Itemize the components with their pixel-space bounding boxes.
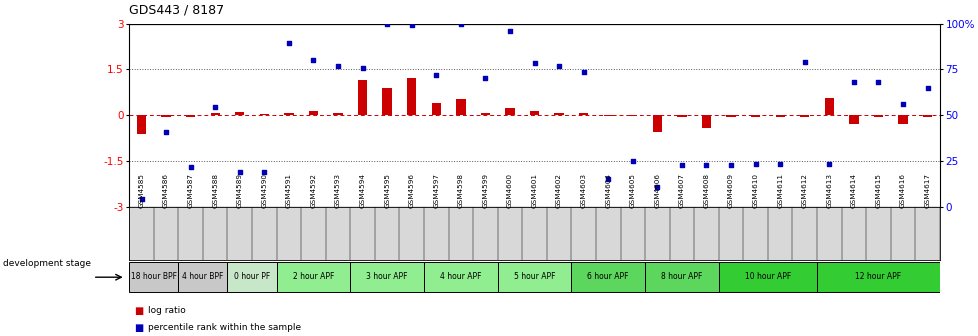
Point bbox=[796, 59, 812, 65]
Bar bbox=[718, 262, 817, 292]
Bar bbox=[480, 113, 490, 115]
Bar bbox=[210, 113, 220, 115]
Text: 6 hour APF: 6 hour APF bbox=[587, 272, 628, 281]
Point bbox=[918, 85, 934, 90]
Bar bbox=[603, 115, 612, 116]
Text: log ratio: log ratio bbox=[148, 306, 186, 315]
Text: 4 hour BPF: 4 hour BPF bbox=[182, 272, 223, 281]
Text: percentile rank within the sample: percentile rank within the sample bbox=[148, 323, 300, 332]
Text: 18 hour BPF: 18 hour BPF bbox=[131, 272, 177, 281]
Bar bbox=[823, 98, 833, 115]
Bar bbox=[554, 113, 563, 115]
Bar bbox=[308, 112, 318, 115]
Point bbox=[648, 184, 664, 190]
Bar bbox=[358, 80, 367, 115]
Point bbox=[354, 65, 370, 71]
Bar bbox=[652, 115, 661, 132]
Bar bbox=[529, 112, 539, 115]
Text: ■: ■ bbox=[134, 306, 143, 316]
Point bbox=[821, 161, 836, 167]
Point bbox=[134, 196, 150, 202]
Bar bbox=[505, 109, 514, 115]
Bar bbox=[578, 113, 588, 115]
Bar bbox=[817, 262, 939, 292]
Point bbox=[305, 57, 321, 63]
Bar bbox=[677, 115, 686, 117]
Bar bbox=[726, 115, 734, 117]
Bar bbox=[277, 262, 350, 292]
Bar bbox=[497, 262, 571, 292]
Bar bbox=[284, 113, 293, 115]
Bar bbox=[407, 78, 416, 115]
Bar bbox=[922, 115, 931, 117]
Point bbox=[477, 76, 493, 81]
Text: 10 hour APF: 10 hour APF bbox=[744, 272, 790, 281]
Text: GDS443 / 8187: GDS443 / 8187 bbox=[129, 4, 224, 17]
Point bbox=[698, 163, 714, 168]
Point bbox=[183, 164, 199, 170]
Point bbox=[330, 64, 345, 69]
Text: development stage: development stage bbox=[3, 259, 91, 268]
Bar bbox=[161, 115, 170, 117]
Bar bbox=[775, 115, 784, 117]
Text: 4 hour APF: 4 hour APF bbox=[440, 272, 481, 281]
Point bbox=[747, 161, 763, 167]
Bar bbox=[645, 262, 718, 292]
Point bbox=[575, 70, 591, 75]
Point bbox=[207, 105, 223, 110]
Point bbox=[894, 102, 910, 107]
Point bbox=[428, 73, 444, 78]
Bar bbox=[350, 262, 423, 292]
Point bbox=[502, 29, 517, 34]
Bar bbox=[750, 115, 760, 117]
Text: 0 hour PF: 0 hour PF bbox=[234, 272, 270, 281]
Text: 3 hour APF: 3 hour APF bbox=[366, 272, 408, 281]
Bar bbox=[799, 115, 809, 117]
Point bbox=[256, 169, 272, 174]
Point bbox=[232, 169, 247, 174]
Point bbox=[869, 79, 885, 84]
Bar bbox=[259, 114, 269, 115]
Text: ■: ■ bbox=[134, 323, 143, 333]
Text: 8 hour APF: 8 hour APF bbox=[660, 272, 702, 281]
Point bbox=[551, 64, 566, 69]
Text: 5 hour APF: 5 hour APF bbox=[513, 272, 555, 281]
Bar bbox=[898, 115, 907, 124]
Point bbox=[845, 79, 861, 84]
Point bbox=[404, 23, 420, 28]
Bar bbox=[186, 115, 195, 117]
Point bbox=[723, 162, 738, 167]
Point bbox=[281, 41, 296, 46]
Text: 12 hour APF: 12 hour APF bbox=[855, 272, 901, 281]
Point bbox=[772, 161, 787, 167]
Point bbox=[453, 21, 468, 26]
Point bbox=[158, 129, 174, 134]
Bar bbox=[382, 88, 391, 115]
Bar bbox=[178, 262, 227, 292]
Bar bbox=[423, 262, 497, 292]
Bar bbox=[456, 99, 465, 115]
Point bbox=[600, 176, 615, 182]
Bar bbox=[235, 112, 244, 115]
Bar bbox=[129, 262, 178, 292]
Point bbox=[624, 158, 640, 164]
Point bbox=[378, 21, 394, 26]
Point bbox=[674, 163, 689, 168]
Point bbox=[526, 60, 542, 66]
Bar bbox=[137, 115, 146, 134]
Bar bbox=[848, 115, 858, 124]
Bar bbox=[333, 113, 342, 115]
Bar bbox=[873, 115, 882, 117]
Bar bbox=[431, 103, 440, 115]
Bar bbox=[571, 262, 645, 292]
Bar bbox=[701, 115, 710, 128]
Bar bbox=[628, 115, 637, 116]
Bar bbox=[227, 262, 277, 292]
Text: 2 hour APF: 2 hour APF bbox=[292, 272, 333, 281]
